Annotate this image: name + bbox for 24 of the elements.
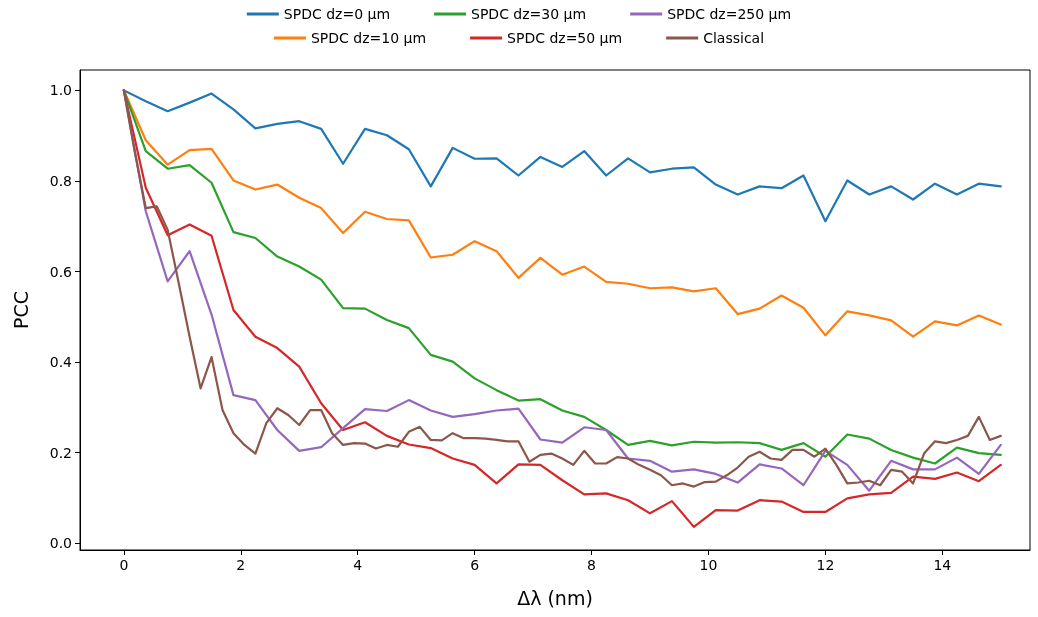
legend-label: SPDC dz=50 µm [507, 30, 623, 46]
legend-label: SPDC dz=250 µm [667, 6, 792, 22]
legend-label: SPDC dz=30 µm [471, 6, 587, 22]
line-series [122, 89, 1002, 338]
x-tick-label: 4 [353, 557, 363, 573]
y-tick-label: 1.0 [49, 82, 72, 99]
x-tick-label: 12 [816, 557, 835, 573]
x-tick-label: 0 [119, 557, 129, 573]
x-axis-title: Δλ (nm) [517, 586, 593, 609]
y-tick-label: 0.0 [49, 535, 72, 552]
x-tick-label: 8 [587, 557, 596, 573]
y-tick-label: 0.2 [49, 444, 72, 461]
x-tick-label: 6 [470, 557, 480, 573]
legend-label: Classical [703, 30, 765, 46]
y-tick-label: 0.8 [49, 172, 72, 189]
x-tick-label: 10 [699, 557, 718, 573]
legend-label: SPDC dz=10 µm [310, 30, 427, 46]
line-series [122, 89, 1002, 223]
x-tick-label: 2 [236, 557, 246, 573]
y-axis-title: PCC [9, 291, 32, 329]
x-tick-label: 14 [933, 557, 952, 573]
y-tick-label: 0.6 [49, 263, 73, 280]
legend-label: SPDC dz=0 µm [283, 6, 391, 22]
y-tick-label: 0.4 [49, 354, 73, 371]
